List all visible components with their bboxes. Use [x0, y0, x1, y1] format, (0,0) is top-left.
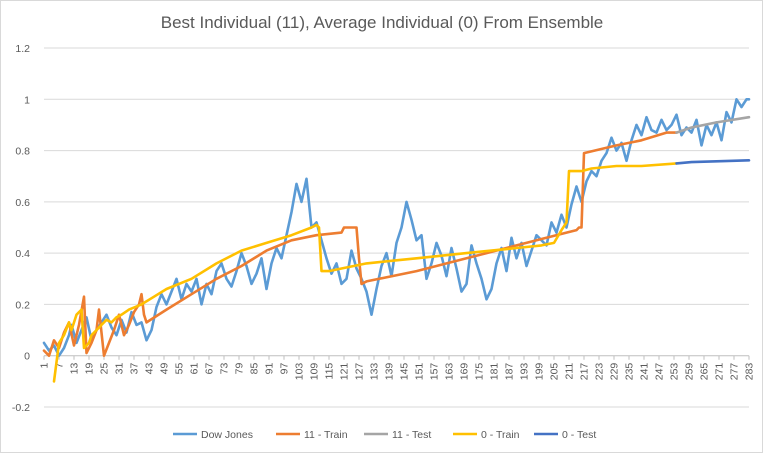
x-tick-label: 211 [564, 363, 576, 380]
x-tick-label: 187 [504, 363, 516, 381]
x-tick-label: 223 [594, 363, 606, 381]
y-tick-label: -0.2 [12, 402, 30, 414]
x-tick-label: 43 [144, 363, 156, 375]
y-tick-label: 1 [24, 94, 30, 106]
x-tick-label: 259 [684, 363, 696, 381]
x-tick-label: 241 [639, 363, 651, 381]
series-line-dow-jones [42, 98, 751, 358]
x-tick-label: 133 [369, 363, 381, 381]
x-tick-label: 109 [309, 363, 321, 381]
x-tick-label: 121 [339, 363, 351, 381]
x-tick-label: 229 [609, 363, 621, 381]
x-tick-label: 25 [99, 363, 111, 375]
x-tick-label: 157 [429, 363, 441, 381]
y-tick-label: 1.2 [15, 43, 30, 55]
x-tick-label: 163 [444, 363, 456, 381]
x-tick-label: 151 [414, 363, 426, 381]
y-axis: -0.2 0 0.2 0.4 0.6 0.8 1 1.2 [12, 43, 30, 414]
y-tick-label: 0.2 [15, 299, 30, 311]
x-tick-label: 181 [489, 363, 501, 381]
x-tick-label: 283 [744, 363, 756, 381]
y-tick-label: 0 [24, 351, 30, 363]
x-tick-label: 139 [384, 363, 396, 381]
x-tick-label: 73 [219, 363, 231, 375]
x-tick-label: 97 [279, 363, 291, 375]
x-tick-label: 103 [294, 363, 306, 381]
x-tick-label: 277 [729, 363, 741, 381]
x-tick-label: 247 [654, 363, 666, 381]
x-tick-label: 91 [264, 363, 276, 375]
x-tick-label: 67 [204, 363, 216, 375]
legend-entry: 0 - Train [481, 429, 520, 441]
x-tick-label: 265 [699, 363, 711, 381]
x-tick-label: 271 [714, 363, 726, 381]
legend-entry: 0 - Test [562, 429, 596, 441]
x-tick-label: 193 [519, 363, 531, 381]
y-tick-label: 0.6 [15, 197, 30, 209]
legend: Dow Jones 11 - Train 11 - Test 0 - Train 0 -… [173, 429, 596, 441]
x-tick-label: 37 [129, 363, 141, 375]
chart-title: Best Individual (11), Average Individual… [161, 13, 604, 32]
x-tick-label: 49 [159, 363, 171, 375]
legend-entry: 11 - Train [304, 429, 348, 441]
x-tick-label: 235 [624, 363, 636, 381]
series-line-0-test [675, 159, 751, 165]
y-tick-label: 0.4 [15, 248, 30, 260]
y-tick-label: 0.8 [15, 146, 30, 158]
x-tick-label: 205 [549, 363, 561, 381]
x-tick-label: 19 [84, 363, 96, 375]
x-tick-label: 13 [69, 363, 81, 375]
x-tick-label: 61 [189, 363, 201, 375]
x-tick-label: 217 [579, 363, 591, 381]
x-tick-label: 199 [534, 363, 546, 381]
x-tick-label: 79 [234, 363, 246, 375]
x-tick-label: 1 [39, 363, 51, 369]
gridlines [44, 47, 749, 408]
legend-entry: Dow Jones [201, 429, 253, 441]
series-line-11-train [42, 131, 678, 358]
x-axis: 1 7 13 19 25 31 37 43 49 55 61 67 73 79 85 91 97 103 109 11… [39, 355, 756, 381]
x-tick-label: 175 [474, 363, 486, 381]
x-tick-label: 31 [114, 363, 126, 375]
x-tick-label: 253 [669, 363, 681, 381]
x-tick-label: 127 [354, 363, 366, 381]
series-lines [42, 98, 751, 383]
x-tick-label: 55 [174, 363, 186, 375]
x-tick-label: 145 [399, 363, 411, 381]
legend-entry: 11 - Test [392, 429, 431, 441]
series-line-0-train [52, 162, 678, 383]
x-tick-label: 169 [459, 363, 471, 381]
x-tick-label: 115 [324, 363, 336, 380]
x-tick-label: 85 [249, 363, 261, 375]
x-tick-label: 7 [54, 363, 66, 369]
series-line-11-test [675, 115, 751, 134]
